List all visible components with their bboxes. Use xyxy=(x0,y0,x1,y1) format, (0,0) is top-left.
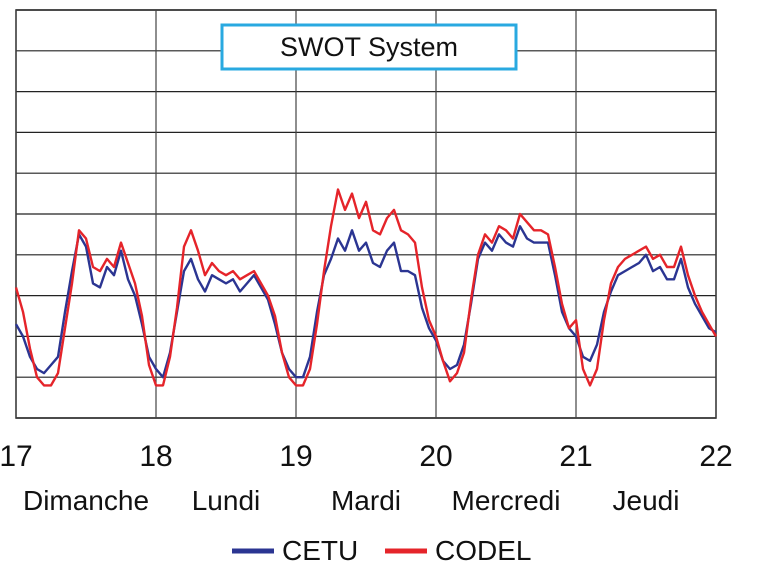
x-axis-ticks: 17 18 19 20 21 22 xyxy=(0,440,733,473)
day-labels: Dimanche Lundi Mardi Mercredi Jeudi xyxy=(23,485,680,516)
series-line-cetu xyxy=(14,224,717,379)
day-label: Mercredi xyxy=(452,485,561,516)
series-line-codel xyxy=(14,188,718,387)
x-tick-label: 18 xyxy=(139,440,172,473)
chart-title-box: SWOT System xyxy=(220,23,518,71)
chart-legend: CETU CODEL xyxy=(232,535,531,566)
x-tick-label: 20 xyxy=(419,440,452,473)
legend-label-codel: CODEL xyxy=(435,535,531,566)
x-tick-label: 21 xyxy=(559,440,592,473)
chart-grid xyxy=(15,9,717,419)
day-label: Mardi xyxy=(331,485,401,516)
x-tick-label: 19 xyxy=(279,440,312,473)
chart-title: SWOT System xyxy=(280,32,458,62)
x-tick-label: 22 xyxy=(699,440,732,473)
day-label: Lundi xyxy=(192,485,261,516)
legend-label-cetu: CETU xyxy=(282,535,358,566)
x-tick-label: 17 xyxy=(0,440,33,473)
chart-series-layer xyxy=(14,188,718,387)
day-label: Jeudi xyxy=(613,485,680,516)
day-label: Dimanche xyxy=(23,485,149,516)
